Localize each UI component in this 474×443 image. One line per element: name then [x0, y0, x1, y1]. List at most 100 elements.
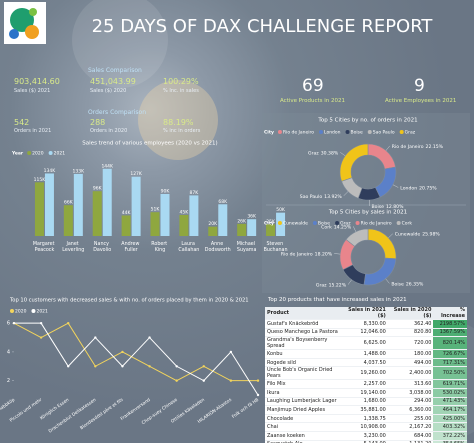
bar [160, 194, 170, 236]
table-cell: 684.00 [387, 430, 434, 441]
y-tick-label: 4 [7, 349, 10, 355]
chart-title: Top 10 customers with decreased sales & … [9, 298, 249, 304]
table-body: Gustaf's Knäckebröd 8,330.00 362.40 2198.57… [265, 319, 467, 443]
label-part: Nancy [94, 241, 111, 247]
leader-line [347, 279, 352, 285]
label-part: Michael [237, 241, 257, 247]
table-title: Top 20 products that have increased sale… [268, 297, 407, 303]
slice-label: Cunewalde 25.98% [395, 231, 441, 237]
kpi-label: % inc in orders [163, 128, 201, 134]
label-part: 14.25% [334, 224, 352, 230]
legend-label: 2021 [36, 309, 48, 315]
table-cell: Filo Mix [265, 379, 342, 389]
table-row: Konbu 1,488.00 180.00 726.67% [265, 349, 467, 359]
label-part: Robert [151, 241, 168, 247]
table-cell: 403.32% [433, 422, 467, 432]
table-row: Manjimup Dried Apples 35,881.00 6,360.00 46… [265, 405, 467, 415]
slice-label: Cork 14.25% [321, 224, 352, 230]
bar [208, 226, 218, 236]
table-row: Sasquatch Ale5,143.001,131.20354.65% [265, 439, 467, 443]
bar [34, 182, 44, 236]
label-part: Laura [181, 241, 196, 247]
table-cell: 180.00 [387, 349, 434, 359]
table-cell: 3,230.00 [341, 430, 388, 441]
table-cell: Chocolade [265, 413, 342, 423]
legend-swatch [355, 221, 360, 225]
bar-value-label: 36K [247, 214, 257, 220]
kpi-big-value: 69 [302, 76, 324, 96]
x-tick-label: Berglunds snabbköp [0, 397, 16, 428]
table-cell: Manjimup Dried Apples [265, 405, 342, 415]
line-point [229, 350, 233, 354]
kpi-label: Orders in 2021 [14, 128, 52, 134]
table-cell: 6,360.00 [387, 405, 434, 415]
legend-swatch [319, 130, 324, 134]
kpi-label: % Inc. in sales [163, 88, 199, 94]
line-point [121, 365, 124, 368]
leader-line [334, 253, 341, 255]
x-tick-label: Blondesddsl père et fils [78, 396, 125, 432]
table-cell: Konbu [265, 349, 342, 359]
decor-circle [72, 0, 168, 88]
logo-circle [29, 8, 37, 16]
table-cell: 1,680.00 [341, 396, 388, 406]
kpi-value: 100.29% [163, 77, 199, 86]
x-tick-label: Janet Leverling [62, 241, 84, 253]
kpi-big-value: 9 [414, 76, 425, 96]
label-part: Sao Paulo [300, 193, 323, 199]
bar-value-label: 51K [151, 207, 161, 213]
table-cell: 494.00 [387, 357, 434, 367]
label-part: 12.80% [386, 203, 404, 209]
legend-title: Year [11, 151, 24, 157]
label-part: Rio de Janeiro [392, 143, 424, 149]
table-cell: 1,131.20 [387, 439, 434, 443]
label-part: Suyama [237, 247, 257, 253]
label-part: 30.38% [321, 150, 339, 156]
legend-label: Boise [351, 130, 363, 136]
table-cell: 425.00% [433, 413, 467, 423]
line-point [39, 336, 43, 339]
legend-swatch [31, 309, 36, 313]
table-cell: Queso Manchego La Pastora [265, 327, 342, 337]
kpi-label: Sales ($) 2020 [90, 88, 127, 94]
slice-label: Graz 30.38% [308, 150, 339, 156]
legend-label: Cork [402, 221, 413, 227]
table-cell: Uncle Bob's Organic Dried Pears [265, 366, 342, 380]
label-part: Graz [316, 282, 327, 288]
table-cell: 619.71% [433, 379, 467, 389]
products-table: Product Sales in 2021 ($) Sales in 2020 ($… [265, 307, 467, 443]
bar-value-label: 50K [276, 207, 286, 213]
table-row: Rogede sild 4,037.50 494.00 717.31% [265, 357, 467, 367]
table-cell: Zaanse koeken [265, 430, 342, 441]
bar-value-label: 115K [34, 177, 47, 183]
series-line [13, 322, 258, 382]
line-point [12, 321, 16, 325]
bar-value-label: 96K [93, 186, 103, 192]
bar-value-label: 144K [101, 163, 114, 169]
label-part: 15.22% [329, 282, 347, 288]
legend-swatch [312, 221, 317, 225]
table-row: Zaanse koeken 3,230.00 684.00 372.22% [265, 430, 467, 441]
label-part: King [155, 247, 166, 253]
label-part: Dodsworth [205, 247, 231, 253]
table-cell: 294.00 [387, 396, 434, 406]
legend-label: London [324, 130, 341, 136]
table-cell: 12,046.00 [341, 327, 388, 337]
legend-label: Boise [318, 221, 330, 227]
line-point [256, 393, 260, 397]
x-tick-label: Andrew Fuller [121, 241, 141, 253]
page-title: 25 DAYS OF DAX CHALLENGE REPORT [92, 16, 434, 37]
label-part: 18.20% [315, 251, 333, 257]
legend-title: City [264, 130, 274, 136]
bar-value-label: 45K [180, 210, 190, 216]
legend-swatch [367, 130, 372, 134]
logo-circle [10, 8, 34, 32]
kpi-big-label: Active Products in 2021 [280, 98, 346, 104]
table-cell: 19,260.00 [341, 366, 388, 380]
line-point [256, 379, 260, 382]
kpi-label: Orders in 2020 [90, 128, 128, 134]
line-point [39, 321, 43, 325]
x-tick-label: Michael Suyama [237, 241, 257, 253]
leader-line [392, 184, 399, 188]
x-tick-label: Folk och fä HB [231, 397, 260, 420]
